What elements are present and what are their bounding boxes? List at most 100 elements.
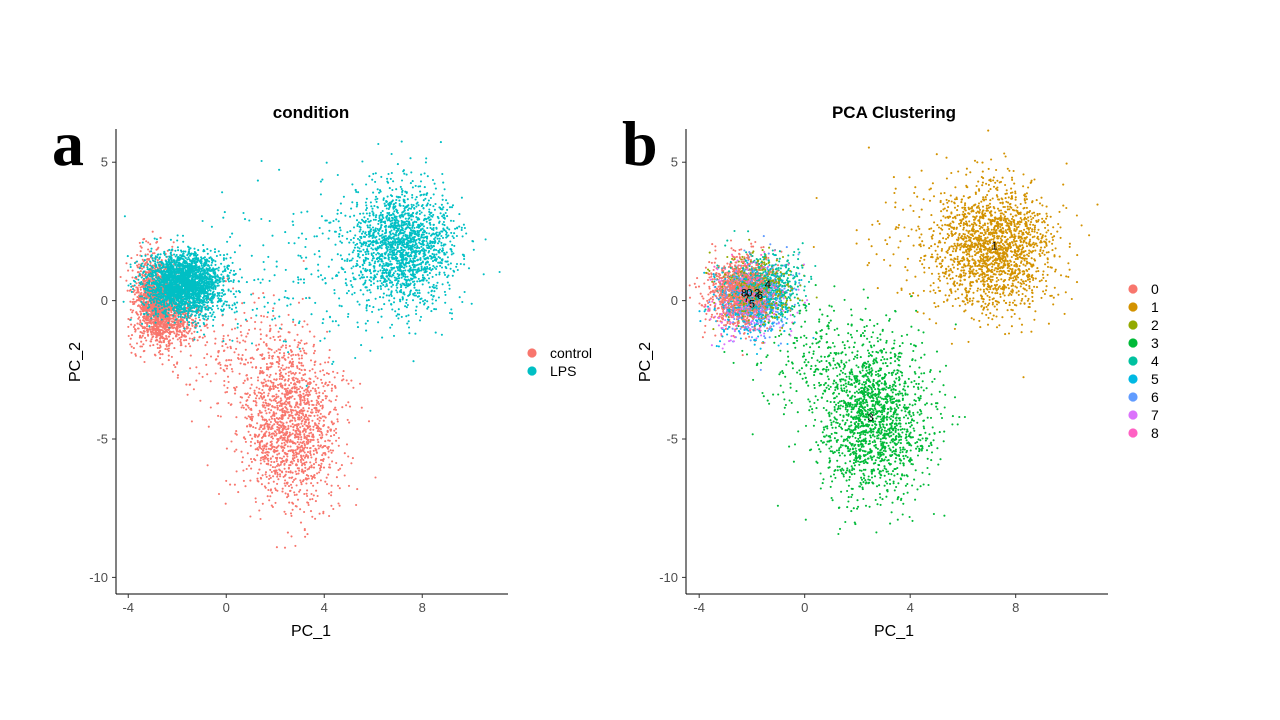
scatter-point bbox=[297, 394, 300, 397]
scatter-point bbox=[298, 490, 301, 493]
scatter-point bbox=[307, 442, 310, 445]
scatter-point bbox=[240, 334, 243, 337]
scatter-point bbox=[209, 406, 212, 409]
scatter-point bbox=[364, 279, 367, 282]
scatter-point bbox=[245, 408, 248, 411]
scatter-point bbox=[230, 328, 234, 331]
scatter-point bbox=[271, 355, 274, 358]
scatter-point bbox=[182, 250, 185, 253]
scatter-point bbox=[219, 367, 222, 370]
scatter-point bbox=[199, 399, 202, 402]
scatter-point bbox=[214, 342, 217, 345]
scatter-point bbox=[286, 459, 289, 462]
scatter-point bbox=[246, 332, 249, 335]
scatter-point bbox=[284, 406, 287, 409]
scatter-point bbox=[307, 426, 310, 429]
scatter-point bbox=[389, 194, 393, 197]
scatter-point bbox=[289, 420, 292, 423]
scatter-point bbox=[278, 473, 282, 476]
scatter-point bbox=[306, 533, 309, 536]
scatter-point bbox=[386, 177, 389, 180]
scatter-point bbox=[183, 339, 186, 342]
scatter-point bbox=[309, 453, 312, 457]
scatter-point bbox=[172, 316, 175, 319]
scatter-point bbox=[281, 410, 284, 414]
scatter-point bbox=[299, 350, 302, 353]
scatter-point bbox=[294, 451, 298, 454]
scatter-point bbox=[266, 424, 269, 428]
scatter-point bbox=[315, 427, 318, 430]
scatter-point bbox=[460, 226, 463, 229]
scatter-point bbox=[205, 363, 208, 366]
scatter-point bbox=[289, 414, 292, 417]
scatter-point bbox=[145, 307, 148, 310]
scatter-point bbox=[286, 531, 289, 534]
scatter-point bbox=[450, 206, 454, 209]
scatter-point bbox=[156, 346, 159, 350]
scatter-point bbox=[302, 407, 305, 410]
scatter-point bbox=[337, 502, 340, 505]
scatter-point bbox=[312, 463, 316, 466]
scatter-point bbox=[294, 429, 297, 432]
scatter-point bbox=[155, 317, 158, 320]
scatter-point bbox=[281, 471, 284, 474]
scatter-point bbox=[279, 469, 282, 472]
scatter-point bbox=[294, 434, 297, 437]
scatter-point bbox=[298, 357, 301, 360]
scatter-point bbox=[177, 249, 180, 252]
scatter-point bbox=[157, 325, 160, 329]
scatter-point bbox=[142, 277, 146, 280]
scatter-point bbox=[257, 472, 260, 475]
scatter-point bbox=[274, 324, 277, 327]
scatter-point bbox=[333, 434, 336, 437]
scatter-point bbox=[195, 264, 198, 267]
scatter-point bbox=[239, 362, 242, 365]
scatter-point bbox=[309, 452, 312, 455]
scatter-point bbox=[304, 420, 307, 423]
scatter-point bbox=[227, 334, 230, 337]
scatter-point bbox=[311, 419, 314, 422]
scatter-point bbox=[233, 450, 236, 453]
scatter-point bbox=[147, 328, 150, 331]
scatter-point bbox=[134, 300, 137, 303]
scatter-point bbox=[393, 297, 396, 300]
scatter-point bbox=[183, 327, 186, 330]
scatter-point bbox=[274, 419, 277, 422]
scatter-point bbox=[281, 392, 284, 395]
scatter-point bbox=[264, 435, 267, 438]
scatter-point bbox=[250, 413, 253, 416]
scatter-point bbox=[275, 393, 278, 396]
scatter-point bbox=[246, 361, 250, 364]
scatter-point bbox=[306, 416, 309, 419]
scatter-point bbox=[209, 380, 212, 383]
scatter-point bbox=[413, 206, 416, 210]
scatter-point bbox=[258, 387, 261, 390]
scatter-point bbox=[261, 388, 264, 392]
scatter-point bbox=[230, 308, 233, 311]
scatter-point bbox=[136, 266, 139, 269]
scatter-point bbox=[259, 459, 262, 462]
scatter-point bbox=[319, 428, 322, 431]
scatter-point bbox=[141, 267, 144, 270]
scatter-point bbox=[327, 426, 330, 429]
scatter-point bbox=[297, 416, 300, 419]
scatter-point bbox=[132, 309, 135, 312]
scatter-point bbox=[302, 440, 305, 443]
scatter-point bbox=[446, 208, 449, 211]
scatter-point bbox=[317, 444, 320, 447]
scatter-point bbox=[261, 278, 264, 281]
scatter-point bbox=[269, 328, 272, 332]
scatter-point bbox=[214, 372, 217, 375]
scatter-point bbox=[234, 318, 237, 321]
scatter-point bbox=[320, 400, 323, 404]
scatter-point bbox=[276, 489, 279, 492]
scatter-point bbox=[258, 441, 261, 444]
scatter-point bbox=[159, 313, 162, 316]
scatter-point bbox=[318, 430, 321, 433]
scatter-point bbox=[323, 373, 326, 376]
scatter-point bbox=[314, 461, 318, 464]
scatter-point bbox=[129, 288, 132, 291]
scatter-point bbox=[266, 394, 270, 397]
scatter-point bbox=[244, 392, 247, 395]
scatter-point bbox=[245, 467, 248, 471]
